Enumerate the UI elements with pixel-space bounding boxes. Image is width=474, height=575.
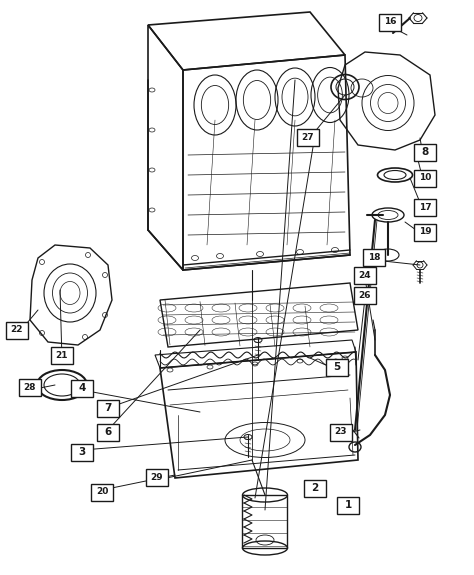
Bar <box>19 378 41 396</box>
Bar <box>354 286 376 304</box>
Bar <box>337 496 359 513</box>
Text: 1: 1 <box>345 500 352 510</box>
Text: 27: 27 <box>301 132 314 141</box>
Bar <box>6 321 28 339</box>
Bar <box>71 380 93 397</box>
Bar <box>414 198 436 216</box>
Bar <box>146 469 168 485</box>
Text: 3: 3 <box>78 447 86 457</box>
Text: 20: 20 <box>96 488 108 496</box>
Text: 22: 22 <box>11 325 23 335</box>
Bar <box>97 400 119 416</box>
Bar <box>363 248 385 266</box>
Bar <box>354 266 376 283</box>
Text: 4: 4 <box>78 383 86 393</box>
Bar <box>414 224 436 240</box>
Bar <box>379 13 401 30</box>
Bar <box>97 424 119 440</box>
Bar <box>297 128 319 145</box>
Text: 6: 6 <box>104 427 111 437</box>
Bar <box>243 495 288 548</box>
Bar <box>330 424 352 440</box>
Text: 18: 18 <box>368 252 380 262</box>
Text: 23: 23 <box>335 427 347 436</box>
Text: 19: 19 <box>419 228 431 236</box>
Text: 16: 16 <box>384 17 396 26</box>
Bar <box>414 144 436 160</box>
Text: 28: 28 <box>24 382 36 392</box>
Text: 17: 17 <box>419 202 431 212</box>
Bar <box>326 358 348 375</box>
Text: 10: 10 <box>419 174 431 182</box>
Bar <box>71 443 93 461</box>
Text: 2: 2 <box>311 483 319 493</box>
Text: 26: 26 <box>359 290 371 300</box>
Text: 29: 29 <box>151 473 164 481</box>
Bar <box>51 347 73 363</box>
Text: 24: 24 <box>359 270 371 279</box>
Text: 8: 8 <box>421 147 428 157</box>
Text: 21: 21 <box>56 351 68 359</box>
Text: 7: 7 <box>104 403 112 413</box>
Bar <box>91 484 113 500</box>
Text: 5: 5 <box>333 362 341 372</box>
Bar <box>304 480 326 496</box>
Bar <box>414 170 436 186</box>
